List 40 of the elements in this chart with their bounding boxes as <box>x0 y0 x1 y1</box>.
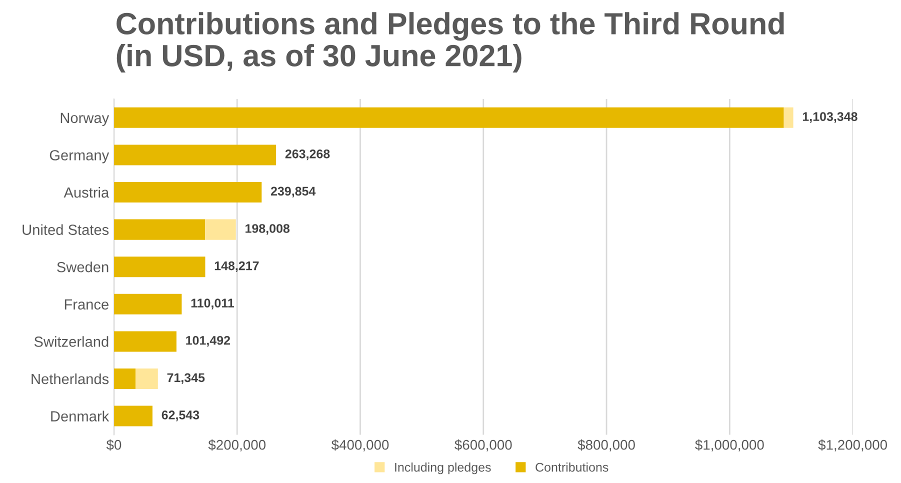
y-tick-label: Sweden <box>57 262 108 272</box>
total-label: 239,854 <box>270 186 316 198</box>
x-tick-label: $400,000 <box>331 439 389 452</box>
y-tick-label: France <box>64 299 108 310</box>
x-tick-label: $1,200,000 <box>818 439 888 452</box>
total-label: 62,543 <box>162 410 200 422</box>
bar <box>114 182 262 203</box>
bar <box>114 219 206 240</box>
x-tick-label: $200,000 <box>208 439 266 452</box>
total-label: 101,492 <box>186 336 230 347</box>
bar <box>114 406 152 426</box>
y-tick-label: Denmark <box>51 410 110 422</box>
y-tick-label: Norway <box>60 112 110 126</box>
y-tick-label: Switzerland <box>34 336 108 347</box>
total-label: 198,008 <box>246 224 290 235</box>
chart-title: Contributions and Pledges to the Third Round (in USD, as of 30 June 2021) <box>116 12 784 72</box>
total-label: 1,103,348 <box>802 112 858 123</box>
x-tick-label: $800,000 <box>578 439 635 452</box>
legend-label: Including pledges <box>395 462 491 474</box>
y-tick-label: Netherlands <box>32 373 109 384</box>
bar <box>205 219 236 240</box>
x-tick-label: $0 <box>106 439 122 451</box>
x-tick-label: $1,000,000 <box>695 439 764 452</box>
bar <box>136 368 158 390</box>
bar <box>114 107 784 128</box>
legend-label: Contributions <box>536 462 608 472</box>
total-label: 110,011 <box>191 298 234 310</box>
bar <box>114 294 182 314</box>
bar <box>784 107 794 128</box>
total-label: 263,268 <box>285 149 330 160</box>
x-tick-label: $600,000 <box>454 439 512 452</box>
bar <box>114 368 136 390</box>
y-tick-label: United States <box>22 224 109 235</box>
y-tick-label: Austria <box>64 186 110 198</box>
bar <box>114 331 176 352</box>
y-tick-label: Germany <box>50 150 110 164</box>
total-label: 148,217 <box>214 261 259 272</box>
bar <box>114 144 276 166</box>
total-label: 71,345 <box>167 373 205 384</box>
bar <box>114 256 206 278</box>
